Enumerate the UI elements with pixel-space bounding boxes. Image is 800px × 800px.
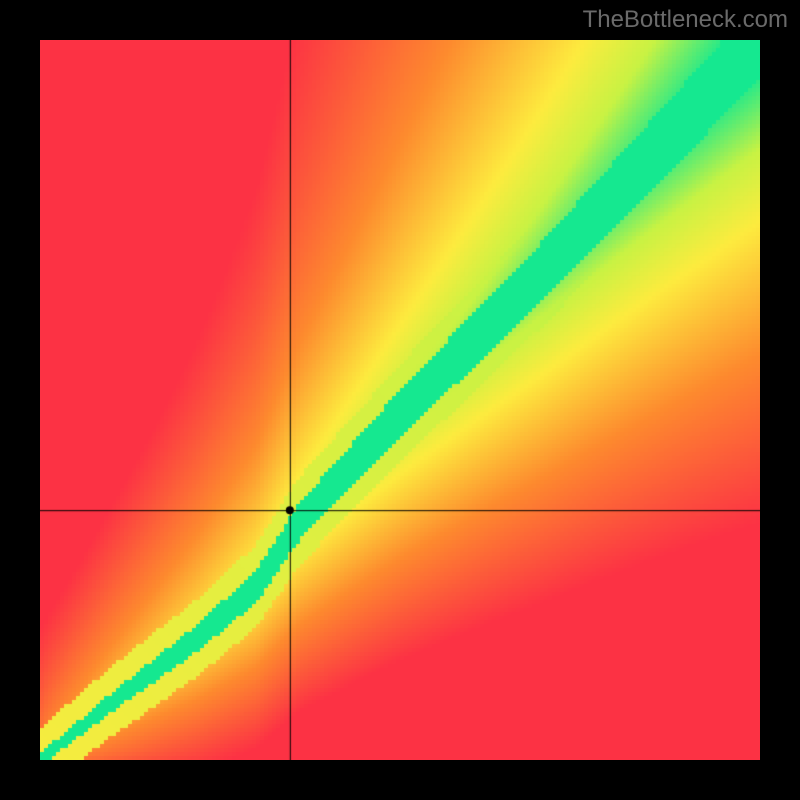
chart-container: TheBottleneck.com <box>0 0 800 800</box>
heatmap-canvas <box>40 40 760 760</box>
plot-area <box>40 40 760 760</box>
watermark-text: TheBottleneck.com <box>583 6 788 34</box>
